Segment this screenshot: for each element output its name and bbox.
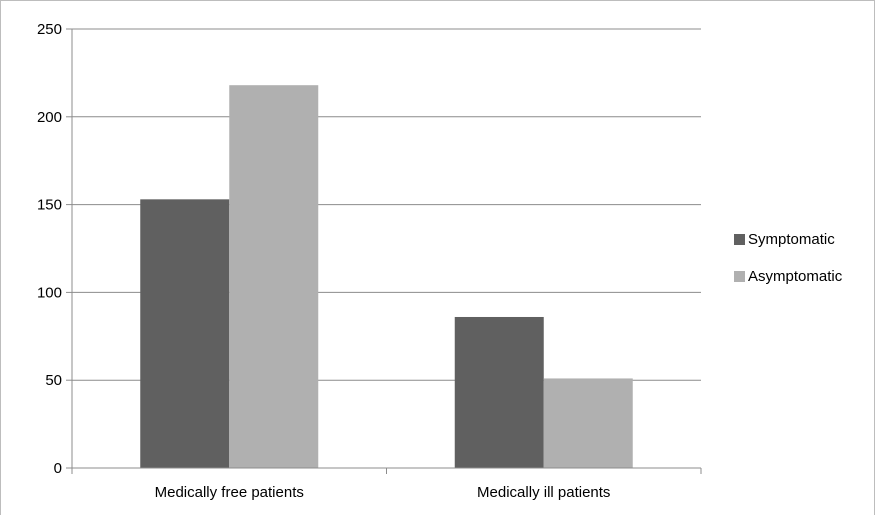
legend: Symptomatic Asymptomatic	[734, 231, 843, 285]
x-category-label: Medically ill patients	[477, 484, 610, 501]
x-axis-categories: Medically free patients Medically ill pat…	[155, 484, 611, 501]
y-tick-label: 150	[37, 197, 62, 214]
bar-symptomatic-2	[454, 316, 544, 468]
y-tick-label: 0	[54, 460, 62, 477]
x-category-label: Medically free patients	[155, 484, 304, 501]
bars	[140, 85, 633, 468]
legend-label-symptomatic: Symptomatic	[748, 231, 835, 248]
bar-symptomatic-1	[140, 199, 230, 468]
legend-label-asymptomatic: Asymptomatic	[748, 268, 843, 285]
legend-swatch-asymptomatic	[734, 271, 745, 282]
y-tick-label: 200	[37, 109, 62, 126]
y-tick-label: 250	[37, 21, 62, 38]
y-tick-label: 100	[37, 284, 62, 301]
y-tick-label: 50	[45, 372, 62, 389]
bar-asymptomatic-2	[543, 378, 633, 468]
y-axis-ticks: 0 50 100 150 200 250	[37, 21, 62, 477]
axes	[66, 28, 702, 474]
bar-asymptomatic-1	[229, 85, 319, 468]
legend-swatch-symptomatic	[734, 234, 745, 245]
